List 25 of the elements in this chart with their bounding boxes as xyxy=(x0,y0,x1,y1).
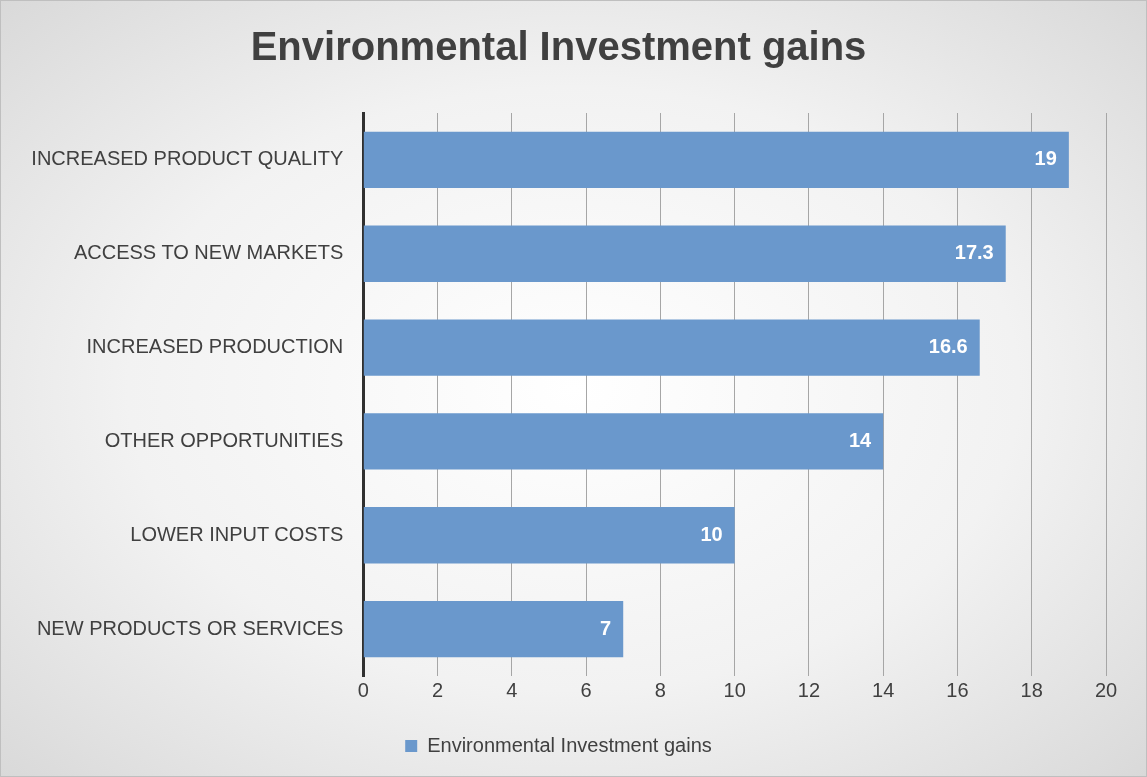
y-tick-label: LOWER INPUT COSTS xyxy=(130,522,344,545)
x-tick-label: 14 xyxy=(872,678,895,701)
data-label: 14 xyxy=(848,428,873,451)
chart-title: Environmental Investment gains xyxy=(250,24,867,69)
data-label: 19 xyxy=(1034,147,1057,170)
x-tick-label: 10 xyxy=(723,678,746,701)
x-tick-label: 8 xyxy=(654,678,666,701)
x-tick-label: 0 xyxy=(357,678,369,701)
data-label: 17.3 xyxy=(954,241,994,264)
y-tick-label: NEW PRODUCTS OR SERVICES xyxy=(36,616,344,639)
x-tick-label: 6 xyxy=(580,678,592,701)
data-label: 7 xyxy=(600,616,612,639)
y-tick-label: INCREASED PRODUCTION xyxy=(86,335,344,358)
data-label: 10 xyxy=(700,522,723,545)
y-tick-label: INCREASED PRODUCT QUALITY xyxy=(31,147,344,170)
data-label: 16.6 xyxy=(928,335,968,358)
x-tick-label: 12 xyxy=(797,678,821,701)
x-tick-label: 20 xyxy=(1094,678,1118,701)
x-tick-label: 18 xyxy=(1020,678,1043,701)
x-tick-label: 16 xyxy=(946,678,969,701)
legend-label: Environmental Investment gains xyxy=(427,733,712,756)
y-tick-label: OTHER OPPORTUNITIES xyxy=(104,428,344,451)
x-tick-label: 4 xyxy=(506,678,518,701)
y-tick-label: ACCESS TO NEW MARKETS xyxy=(73,241,344,264)
x-tick-label: 2 xyxy=(431,678,444,701)
